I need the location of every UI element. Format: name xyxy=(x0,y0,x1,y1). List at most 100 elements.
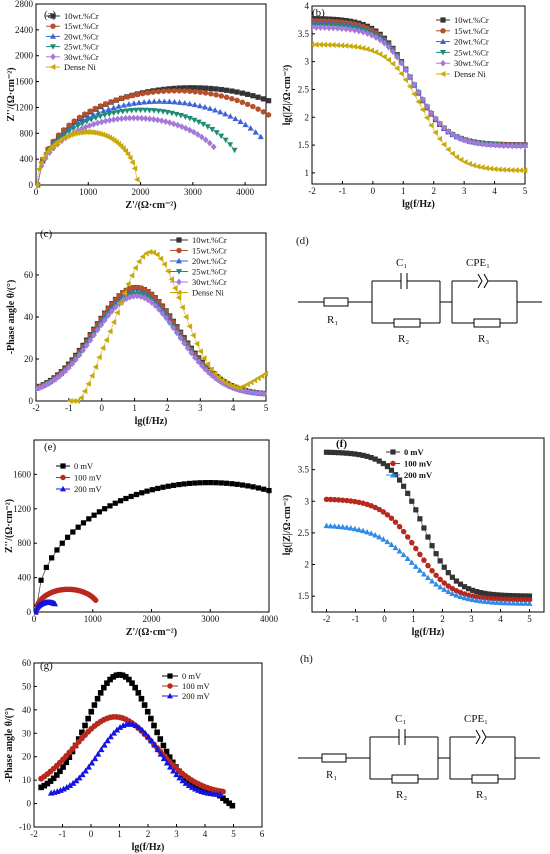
data-point xyxy=(208,85,214,92)
data-point xyxy=(253,389,260,397)
data-point xyxy=(376,506,383,513)
data-point xyxy=(156,305,162,313)
data-point xyxy=(453,592,460,598)
x-tick-label: 2000 xyxy=(132,187,151,197)
data-point xyxy=(356,499,362,506)
data-point xyxy=(124,108,131,114)
data-point xyxy=(505,142,511,150)
panel-label-f: (f) xyxy=(336,438,347,450)
data-point xyxy=(106,116,113,124)
data-point xyxy=(384,538,391,545)
data-point xyxy=(229,96,235,102)
data-point xyxy=(197,85,203,91)
data-point xyxy=(92,115,99,121)
data-point xyxy=(352,451,358,457)
data-point xyxy=(440,141,447,148)
y-tick-label: 0 xyxy=(29,180,34,190)
plot-frame xyxy=(311,437,545,613)
data-point xyxy=(129,92,135,99)
data-point xyxy=(104,680,110,686)
data-point xyxy=(257,390,263,397)
data-point xyxy=(469,596,476,603)
data-point xyxy=(70,126,77,132)
data-point xyxy=(415,88,422,96)
data-point xyxy=(92,129,99,136)
data-point xyxy=(517,142,524,150)
data-point xyxy=(437,558,443,564)
data-point xyxy=(163,314,169,322)
data-point xyxy=(265,112,272,118)
data-point xyxy=(146,98,153,105)
data-point xyxy=(109,307,115,315)
data-point xyxy=(485,598,492,605)
data-point xyxy=(245,91,251,97)
data-point xyxy=(219,377,225,384)
data-point xyxy=(155,485,161,492)
data-point xyxy=(433,581,440,587)
data-point xyxy=(142,115,149,122)
data-point xyxy=(360,28,366,36)
data-point xyxy=(134,176,140,183)
data-point xyxy=(154,251,160,258)
y-tick-label: 1 xyxy=(305,168,310,178)
data-point xyxy=(151,108,158,114)
data-point xyxy=(80,347,86,354)
data-point xyxy=(179,777,186,784)
data-point xyxy=(128,108,135,114)
data-point xyxy=(182,114,189,120)
data-point xyxy=(181,339,188,347)
data-point xyxy=(490,596,496,602)
data-point xyxy=(339,523,346,530)
resistor-r2 xyxy=(391,774,419,784)
data-point xyxy=(445,128,452,135)
data-point xyxy=(61,132,68,138)
data-point xyxy=(116,671,123,678)
legend-marker xyxy=(175,289,182,296)
data-point xyxy=(115,109,122,116)
data-point xyxy=(392,519,399,525)
data-point xyxy=(449,150,455,157)
data-point xyxy=(401,483,407,489)
panel-h-equivalent-circuit: (h) R₁ C₁ R₂ xyxy=(298,653,540,801)
legend-marker xyxy=(50,53,56,61)
data-point xyxy=(69,360,76,368)
x-tick-label: 0 xyxy=(382,614,387,624)
data-point xyxy=(160,755,168,762)
data-point xyxy=(136,99,143,106)
data-point xyxy=(492,166,498,173)
data-point xyxy=(104,737,111,744)
data-point xyxy=(94,750,102,757)
data-point xyxy=(384,512,391,518)
data-point xyxy=(117,299,124,306)
data-point xyxy=(380,460,386,467)
data-point xyxy=(364,46,370,53)
plot-frame xyxy=(311,5,526,185)
legend-marker xyxy=(440,38,446,44)
data-point xyxy=(506,599,513,606)
data-point xyxy=(60,785,67,792)
data-point xyxy=(118,115,125,122)
x-tick-label: 5 xyxy=(523,186,528,196)
data-point xyxy=(97,103,104,109)
data-point xyxy=(462,159,468,166)
data-point xyxy=(80,116,87,123)
legend-entry: 20wt.%Cr xyxy=(192,256,227,266)
data-point xyxy=(213,86,219,92)
data-point xyxy=(510,593,516,599)
data-point xyxy=(150,116,157,123)
data-point xyxy=(161,261,167,268)
data-point xyxy=(94,695,101,702)
data-point xyxy=(172,285,178,292)
data-point xyxy=(381,39,388,47)
data-point xyxy=(59,540,65,546)
series-dense-ni xyxy=(36,128,140,188)
data-point xyxy=(377,36,384,44)
x-tick-label: 3 xyxy=(462,186,467,196)
data-point xyxy=(151,98,158,104)
legend-marker xyxy=(50,13,56,19)
data-point xyxy=(218,93,225,99)
y-tick-label: 50 xyxy=(22,681,32,691)
y-tick-label: 60 xyxy=(22,658,32,668)
legend-marker xyxy=(167,683,173,689)
data-point xyxy=(247,125,254,131)
